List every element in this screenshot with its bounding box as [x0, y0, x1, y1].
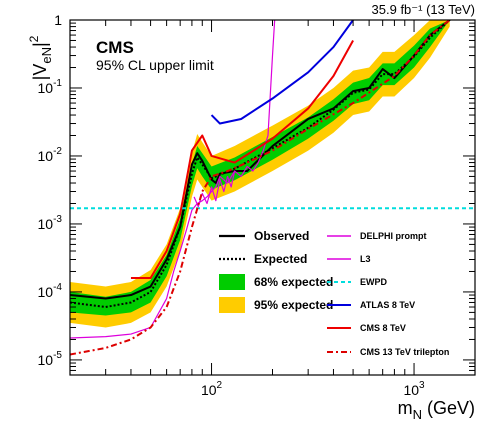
legend-entry-cms-13-tev-trilepton: CMS 13 TeV trilepton	[327, 347, 449, 357]
legend-entry-observed: Observed	[219, 229, 309, 243]
legend-entry-delphi-prompt: DELPHI prompt	[327, 231, 427, 241]
legend-label: Expected	[254, 252, 307, 266]
legend-label: 68% expected	[254, 275, 333, 289]
delphi-prompt-line	[70, 20, 276, 339]
cms-13-tev-trilepton-line	[70, 20, 451, 356]
x-axis-label: mN (GeV)	[398, 398, 475, 422]
observed-line	[70, 20, 451, 300]
luminosity-label: 35.9 fb⁻¹ (13 TeV)	[372, 2, 475, 17]
legend-label: CMS 13 TeV trilepton	[360, 347, 449, 357]
y-tick-label: 10-1	[38, 78, 63, 96]
legend-label: EWPD	[360, 277, 388, 287]
x-tick-label: 103	[403, 380, 425, 398]
legend-label: Observed	[254, 229, 309, 243]
legend-swatch	[219, 274, 245, 290]
cms-8-tev-line	[130, 39, 354, 280]
legend-entry-ewpd: EWPD	[327, 277, 388, 287]
y-axis-label: |VeN|2	[27, 35, 54, 80]
68-expected-band	[70, 20, 450, 316]
legend-entry-l3: L3	[327, 254, 371, 264]
y-tick-label: 1	[54, 12, 62, 28]
legend-entry-95-expected: 95% expected	[219, 297, 333, 313]
legend-label: DELPHI prompt	[360, 231, 427, 241]
legend-entry-expected: Expected	[219, 252, 307, 266]
legend-swatch	[219, 297, 245, 313]
atlas-8-tev-line	[210, 20, 354, 125]
y-tick-label: 10-3	[38, 214, 63, 232]
legend-entry-atlas-8-tev: ATLAS 8 TeV	[327, 300, 415, 310]
experiment-label: CMS	[96, 38, 134, 57]
expected-line	[70, 20, 451, 309]
legend-label: 95% expected	[254, 298, 333, 312]
chart-subtitle: 95% CL upper limit	[96, 57, 214, 73]
y-tick-label: 10-2	[38, 146, 63, 164]
legend-entry-cms-8-tev: CMS 8 TeV	[327, 323, 406, 333]
x-tick-label: 102	[201, 380, 223, 398]
legend-label: ATLAS 8 TeV	[360, 300, 415, 310]
legend-label: L3	[360, 254, 371, 264]
y-tick-label: 10-4	[38, 282, 63, 300]
legend-label: CMS 8 TeV	[360, 323, 406, 333]
legend-entry-68-expected: 68% expected	[219, 274, 333, 290]
y-tick-label: 10-5	[38, 350, 63, 368]
